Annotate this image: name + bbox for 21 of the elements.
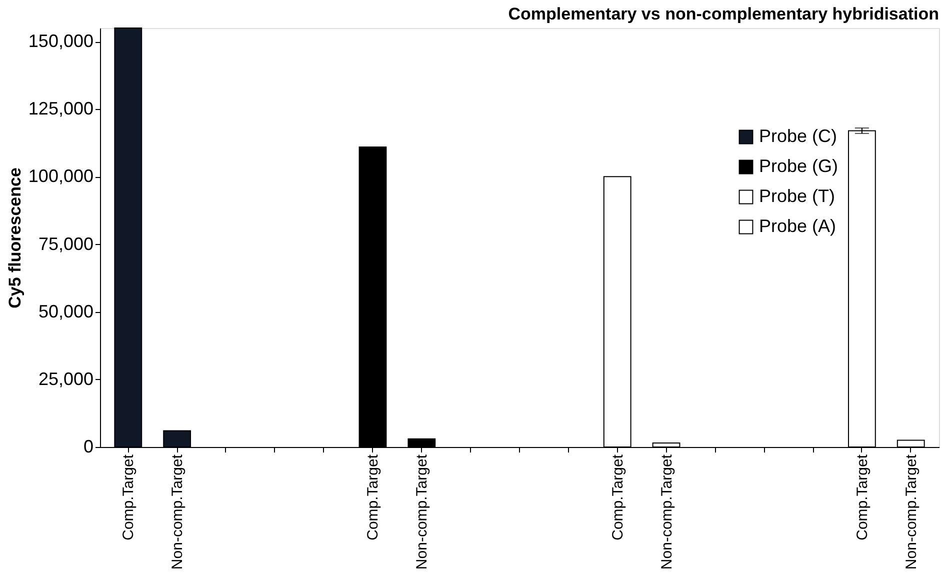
x-tick-label: Comp.Target xyxy=(120,454,138,540)
x-tick-label: Non-comp.Target xyxy=(414,454,431,570)
x-tick-label: Non-comp.Target xyxy=(169,454,186,570)
x-tick-label: Non-comp.Target xyxy=(902,454,920,570)
legend-label: Probe (A) xyxy=(759,216,836,236)
x-tick-label: Comp.Target xyxy=(854,454,871,540)
x-tick-label: Non-comp.Target xyxy=(658,454,676,570)
y-tick-label: 100,000 xyxy=(28,166,94,186)
y-tick-label: 0 xyxy=(83,436,94,456)
legend-label: Probe (C) xyxy=(759,126,838,146)
y-tick-label: 50,000 xyxy=(38,301,94,322)
y-tick-label: 150,000 xyxy=(28,31,94,52)
legend-label: Probe (G) xyxy=(759,156,838,176)
chart-title: Complementary vs non-complementary hybridisation xyxy=(508,4,939,24)
y-tick-label: 75,000 xyxy=(38,234,94,254)
x-tick-label: Comp.Target xyxy=(609,454,626,540)
x-tick-label: Comp.Target xyxy=(364,454,382,540)
legend-label: Probe (T) xyxy=(759,186,836,206)
y-tick-label: 125,000 xyxy=(28,98,94,119)
y-tick-label: 25,000 xyxy=(38,368,94,389)
y-axis-title: Cy5 fluorescence xyxy=(5,168,24,308)
